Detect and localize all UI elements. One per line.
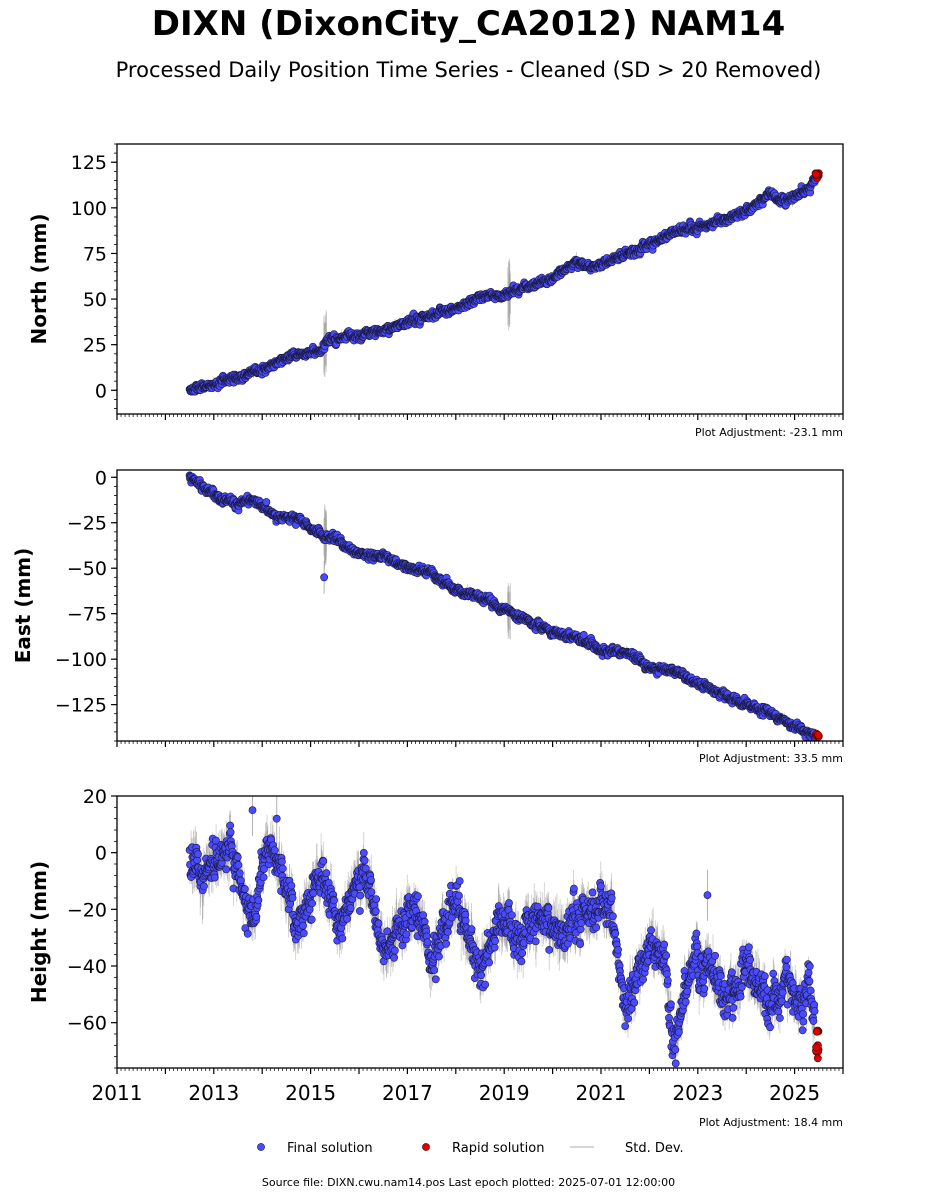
y-tick-label: 25 — [83, 335, 107, 357]
y-tick-label: 100 — [71, 198, 107, 220]
plot-adjustment-note: Plot Adjustment: -23.1 mm — [695, 426, 843, 439]
chart-title: DIXN (DixonCity_CA2012) NAM14 — [151, 4, 786, 44]
data-layer — [185, 470, 823, 741]
rapid-point — [811, 170, 820, 179]
y-tick-label: 0 — [95, 380, 107, 402]
y-tick-label: 50 — [83, 289, 107, 311]
y-tick-label: 125 — [71, 152, 107, 174]
data-layer — [185, 169, 823, 396]
y-tick-label: 75 — [83, 243, 107, 265]
final-points — [185, 174, 820, 396]
rapid-points — [811, 169, 823, 183]
chart-subtitle: Processed Daily Position Time Series - C… — [115, 58, 822, 82]
y-axis: 0 25 50 75 100 125 — [71, 143, 117, 409]
y-axis-label: North (mm) — [27, 213, 51, 344]
panel-1: 0 25 50 75 100 125 North (mm) Plot Adjustment: … — [27, 143, 844, 439]
x-axis — [116, 414, 844, 420]
